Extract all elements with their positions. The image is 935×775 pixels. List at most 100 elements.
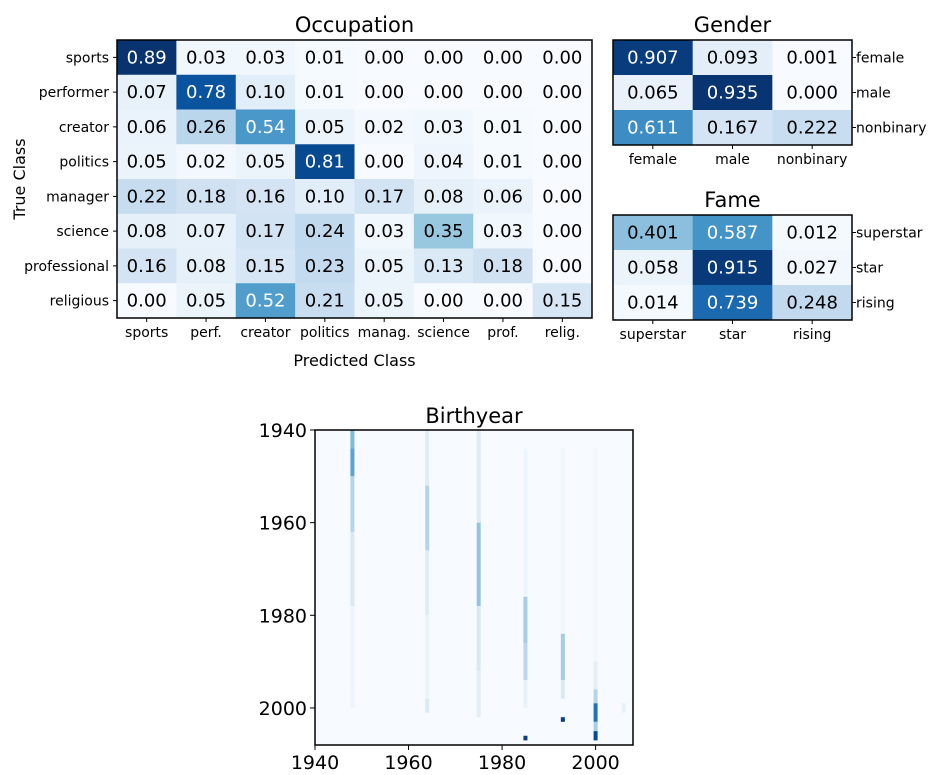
occupation-cell	[117, 213, 177, 249]
occupation-cell	[532, 283, 593, 319]
occupation-cell	[532, 74, 593, 110]
occupation-cell-label: 0.00	[542, 117, 582, 138]
occupation-cell-label: 0.17	[364, 186, 404, 207]
birthyear-density-cell	[350, 448, 355, 477]
occupation-cell	[117, 74, 177, 110]
occupation-cell-label: 0.06	[127, 117, 167, 138]
occupation-cell-label: 0.03	[186, 47, 226, 68]
occupation-row-label: professional	[24, 259, 109, 275]
occupation-cell-label: 0.05	[364, 291, 404, 312]
occupation-cell	[295, 283, 355, 319]
occupation-cell-label: 0.07	[127, 82, 167, 103]
gender-title: Gender	[694, 13, 772, 37]
occupation-cell-label: 0.00	[542, 221, 582, 242]
occupation-cell-label: 0.54	[245, 117, 285, 138]
birthyear-density-cell	[593, 703, 598, 722]
occupation-cell-label: 0.00	[483, 47, 523, 68]
occupation-cell-label: 0.00	[542, 47, 582, 68]
occupation-row-label: creator	[59, 120, 109, 136]
gender-cell-label: 0.093	[707, 48, 759, 69]
occupation-cell	[235, 213, 296, 249]
birthyear-density-cell	[593, 689, 598, 704]
fame-cell	[772, 215, 853, 251]
birthyear-density-cell	[593, 731, 598, 741]
birthyear-density-cell	[350, 531, 355, 607]
occupation-cell	[117, 109, 177, 145]
gender-cell-label: 0.907	[627, 48, 679, 69]
occupation-cell-label: 0.21	[305, 291, 345, 312]
occupation-col-label: relig.	[545, 325, 580, 341]
occupation-cell-label: 0.01	[305, 82, 345, 103]
fame-col-label: star	[719, 327, 746, 343]
occupation-cell	[176, 144, 237, 180]
occupation-cell	[532, 179, 593, 215]
fame-row-label: rising	[856, 296, 895, 312]
occupation-cell	[354, 179, 415, 215]
birthyear-density-cell	[593, 721, 598, 732]
occupation-cell	[295, 40, 355, 76]
gender-cell-label: 0.167	[707, 118, 759, 139]
occupation-cell	[176, 179, 237, 215]
fame-cell-label: 0.014	[627, 293, 679, 314]
gender-cell	[613, 110, 694, 146]
birthyear-density-cell	[523, 735, 528, 741]
gender-row-label: female	[856, 51, 904, 67]
fame-title: Fame	[704, 188, 760, 212]
occupation-cell	[117, 248, 177, 284]
fame-cell	[613, 250, 694, 286]
birthyear-x-tick-label: 1940	[291, 752, 339, 774]
gender-cell	[772, 40, 853, 76]
occupation-frame	[116, 39, 593, 319]
gender-cell-label: 0.222	[786, 118, 838, 139]
occupation-cell-label: 0.00	[542, 186, 582, 207]
occupation-col-label: perf.	[190, 325, 222, 341]
birthyear-density-cell	[523, 680, 528, 708]
occupation-cell-label: 0.23	[305, 256, 345, 277]
occupation-cell	[354, 248, 415, 284]
fame-row-label: star	[856, 261, 883, 277]
occupation-cell-label: 0.08	[424, 186, 464, 207]
occupation-cell	[295, 109, 355, 145]
occupation-cell	[176, 248, 237, 284]
occupation-row-label: science	[56, 224, 109, 240]
occupation-cell	[532, 248, 593, 284]
occupation-cell	[295, 248, 355, 284]
occupation-cell	[117, 283, 177, 319]
birthyear-density-cell	[350, 430, 355, 449]
gender-heatmap: 0.907 0.093 0.001 0.065 0.935 0.000 0.611 0.167…	[612, 13, 927, 168]
fame-cell	[692, 285, 773, 321]
occupation-cell	[413, 109, 474, 145]
gender-cell-label: 0.935	[707, 83, 759, 104]
occupation-cell	[235, 74, 296, 110]
birthyear-heatmap: 1940 1960 1980 2000 1940 1960 1980 2000 Birthyea…	[259, 404, 634, 774]
occupation-row-label: performer	[39, 85, 110, 101]
occupation-cell	[413, 74, 474, 110]
occupation-cell	[413, 40, 474, 76]
occupation-cell-label: 0.00	[424, 291, 464, 312]
birthyear-y-tick-label: 2000	[259, 698, 307, 720]
birthyear-density-cell	[560, 717, 565, 722]
occupation-cell-label: 0.81	[305, 152, 345, 173]
birthyear-background	[315, 430, 633, 745]
occupation-cell-label: 0.00	[542, 256, 582, 277]
occupation-cell-label: 0.15	[245, 256, 285, 277]
birthyear-y-tick-label: 1940	[259, 420, 307, 442]
occupation-cell	[295, 179, 355, 215]
occupation-cell	[354, 283, 415, 319]
fame-cell-label: 0.058	[627, 258, 679, 279]
occupation-cell	[413, 283, 474, 319]
occupation-col-label: manag.	[358, 325, 411, 341]
gender-cell-label: 0.001	[786, 48, 838, 69]
birthyear-density-cell	[523, 448, 528, 597]
fame-cell	[692, 215, 773, 251]
occupation-cell	[235, 283, 296, 319]
birthyear-density-cell	[523, 596, 528, 644]
occupation-cell	[295, 74, 355, 110]
occupation-cell-label: 0.08	[186, 256, 226, 277]
occupation-cell	[354, 74, 415, 110]
occupation-cell	[473, 40, 534, 76]
occupation-cell	[473, 109, 534, 145]
occupation-cell-label: 0.05	[305, 117, 345, 138]
birthyear-frame	[314, 429, 634, 746]
fame-col-label: rising	[793, 327, 832, 343]
